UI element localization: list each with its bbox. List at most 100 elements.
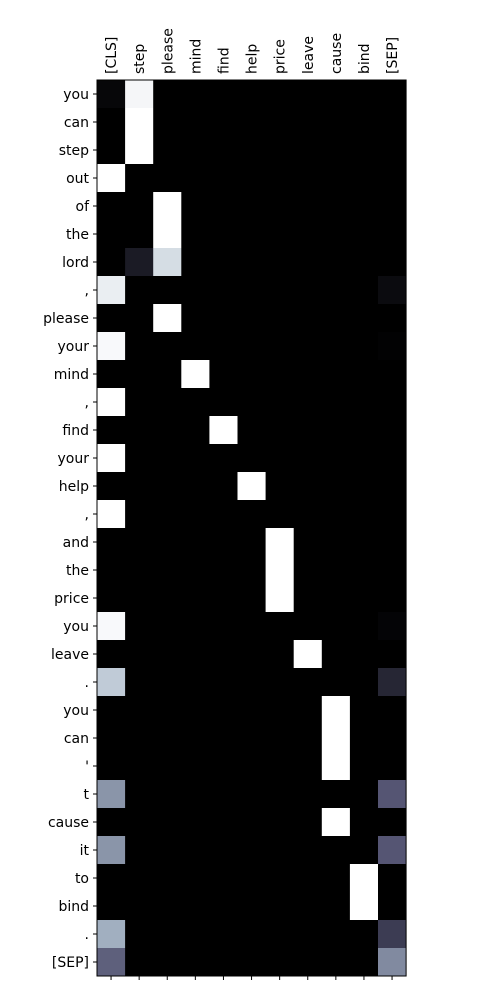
heatmap-cell	[293, 612, 323, 641]
heatmap-cell	[209, 416, 238, 445]
heatmap-cell	[265, 472, 295, 501]
heatmap-cell	[237, 892, 266, 921]
heatmap-cell	[321, 752, 351, 781]
heatmap-cell	[321, 472, 351, 501]
heatmap-cell	[209, 500, 238, 529]
y-tick-label: cause	[48, 815, 89, 831]
heatmap-cell	[181, 892, 210, 921]
heatmap-cell	[265, 920, 295, 949]
heatmap-cell	[181, 192, 210, 221]
heatmap-cell	[265, 808, 295, 837]
heatmap-cell	[265, 248, 295, 277]
heatmap-cell	[153, 612, 182, 641]
x-tick-label: price	[273, 39, 289, 74]
y-tick-label: ,	[85, 395, 89, 411]
y-tick-label: please	[43, 311, 89, 327]
heatmap-cell	[181, 500, 210, 529]
heatmap-cell	[97, 136, 126, 165]
heatmap-cell	[237, 864, 266, 893]
heatmap-cell	[349, 108, 379, 137]
heatmap-cell	[97, 556, 126, 585]
heatmap-cell	[153, 136, 182, 165]
heatmap-cell	[265, 780, 295, 809]
heatmap-cell	[209, 864, 238, 893]
heatmap-cell	[265, 500, 295, 529]
heatmap-cell	[349, 164, 379, 193]
heatmap-cell	[321, 612, 351, 641]
heatmap-cell	[237, 248, 266, 277]
heatmap-cell	[181, 248, 210, 277]
heatmap-cell	[97, 360, 126, 389]
heatmap-cell	[293, 472, 323, 501]
heatmap-cell	[378, 584, 407, 613]
heatmap-cell	[97, 80, 126, 109]
heatmap-cell	[321, 500, 351, 529]
y-tick-label: .	[85, 927, 89, 943]
heatmap-cell	[181, 444, 210, 473]
heatmap-cell	[321, 444, 351, 473]
heatmap-cell	[349, 780, 379, 809]
heatmap-cell	[237, 528, 266, 557]
heatmap-cell	[349, 640, 379, 669]
heatmap-cell	[378, 612, 407, 641]
heatmap-cell	[97, 808, 126, 837]
heatmap-cell	[209, 360, 238, 389]
heatmap-cell	[209, 304, 238, 333]
heatmap-cell	[321, 780, 351, 809]
heatmap-cell	[349, 136, 379, 165]
heatmap-cell	[321, 248, 351, 277]
heatmap-cell	[181, 668, 210, 697]
heatmap-cell	[265, 668, 295, 697]
heatmap-cell	[181, 360, 210, 389]
heatmap-cell	[237, 696, 266, 725]
heatmap-cell	[378, 780, 407, 809]
heatmap-cell	[378, 948, 407, 977]
heatmap-cell	[125, 836, 154, 865]
heatmap-cell	[97, 640, 126, 669]
heatmap-cell	[265, 948, 295, 977]
heatmap-cell	[378, 248, 407, 277]
heatmap-cell	[293, 388, 323, 417]
heatmap-cell	[209, 752, 238, 781]
heatmap-cell	[181, 724, 210, 753]
x-tick-label: [SEP]	[385, 37, 401, 74]
heatmap-cell	[293, 500, 323, 529]
x-tick-label: [CLS]	[104, 37, 120, 74]
heatmap-cell	[378, 416, 407, 445]
heatmap-cell	[378, 892, 407, 921]
heatmap-cell	[237, 164, 266, 193]
heatmap-cell	[97, 780, 126, 809]
heatmap-cell	[321, 892, 351, 921]
heatmap-cell	[181, 164, 210, 193]
y-tick-label: .	[85, 675, 89, 691]
heatmap-cell	[321, 360, 351, 389]
heatmap-cell	[237, 500, 266, 529]
heatmap-cell	[125, 556, 154, 585]
heatmap-cell	[181, 528, 210, 557]
heatmap-cell	[209, 192, 238, 221]
heatmap-cell	[349, 360, 379, 389]
heatmap-cell	[125, 640, 154, 669]
heatmap-cell	[321, 388, 351, 417]
heatmap-cell	[265, 136, 295, 165]
y-tick-label: ,	[85, 507, 89, 523]
y-tick-label: and	[63, 535, 89, 551]
heatmap-cell	[125, 780, 154, 809]
heatmap-cell	[97, 164, 126, 193]
heatmap-cell	[181, 556, 210, 585]
heatmap-cell	[237, 668, 266, 697]
heatmap-cell	[153, 500, 182, 529]
heatmap-cell	[125, 584, 154, 613]
heatmap-cell	[378, 444, 407, 473]
heatmap-cell	[293, 108, 323, 137]
y-tick-label: find	[62, 423, 89, 439]
heatmap-cell	[293, 808, 323, 837]
heatmap-cell	[349, 500, 379, 529]
heatmap-cell	[153, 416, 182, 445]
heatmap-cell	[237, 808, 266, 837]
y-tick-label: the	[66, 227, 89, 243]
heatmap-cell	[125, 528, 154, 557]
heatmap-cell	[237, 444, 266, 473]
heatmap-cell	[125, 192, 154, 221]
